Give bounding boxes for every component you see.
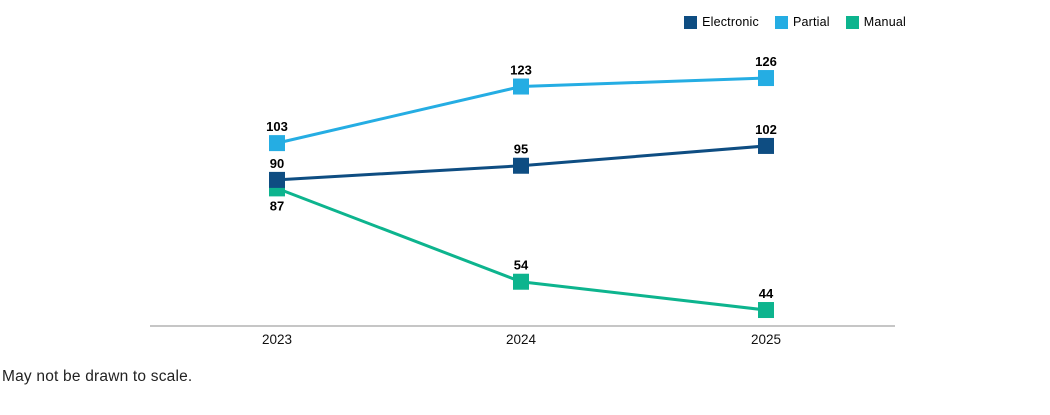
value-label-partial: 123 (510, 63, 532, 78)
x-axis-tick-label: 2025 (751, 332, 781, 347)
legend-swatch-icon (774, 15, 788, 29)
marker-manual (758, 302, 774, 319)
x-axis-tick-label: 2023 (262, 332, 292, 347)
legend-label: Manual (863, 15, 906, 29)
value-label-electronic: 102 (755, 122, 777, 137)
value-label-partial: 103 (266, 119, 288, 134)
chart-footnote: May not be drawn to scale. (2, 368, 193, 385)
marker-manual (513, 273, 529, 290)
value-label-manual: 44 (759, 286, 774, 301)
legend-swatch-icon (684, 15, 698, 29)
legend-item-electronic: Electronic (684, 15, 759, 29)
marker-partial (513, 78, 529, 95)
value-label-electronic: 95 (514, 142, 528, 157)
line-chart-svg: 2023 2024 2025 90 95 102 103 123 126 87 54 44 (150, 54, 895, 347)
legend-label: Electronic (702, 15, 759, 29)
value-label-partial: 126 (755, 54, 777, 69)
marker-electronic (758, 137, 774, 154)
marker-electronic (513, 157, 529, 174)
value-label-manual: 87 (270, 198, 284, 213)
legend-swatch-icon (845, 15, 859, 29)
value-label-electronic: 90 (270, 156, 284, 171)
marker-electronic (269, 171, 285, 188)
legend-item-manual: Manual (845, 15, 906, 29)
marker-partial (758, 70, 774, 87)
series-line-manual (276, 186, 767, 312)
chart-legend: Electronic Partial Manual (684, 15, 906, 29)
value-label-manual: 54 (514, 258, 529, 273)
x-axis-tick-label: 2024 (506, 332, 537, 347)
legend-item-partial: Partial (774, 15, 830, 29)
legend-label: Partial (792, 15, 830, 29)
marker-partial (269, 135, 285, 152)
